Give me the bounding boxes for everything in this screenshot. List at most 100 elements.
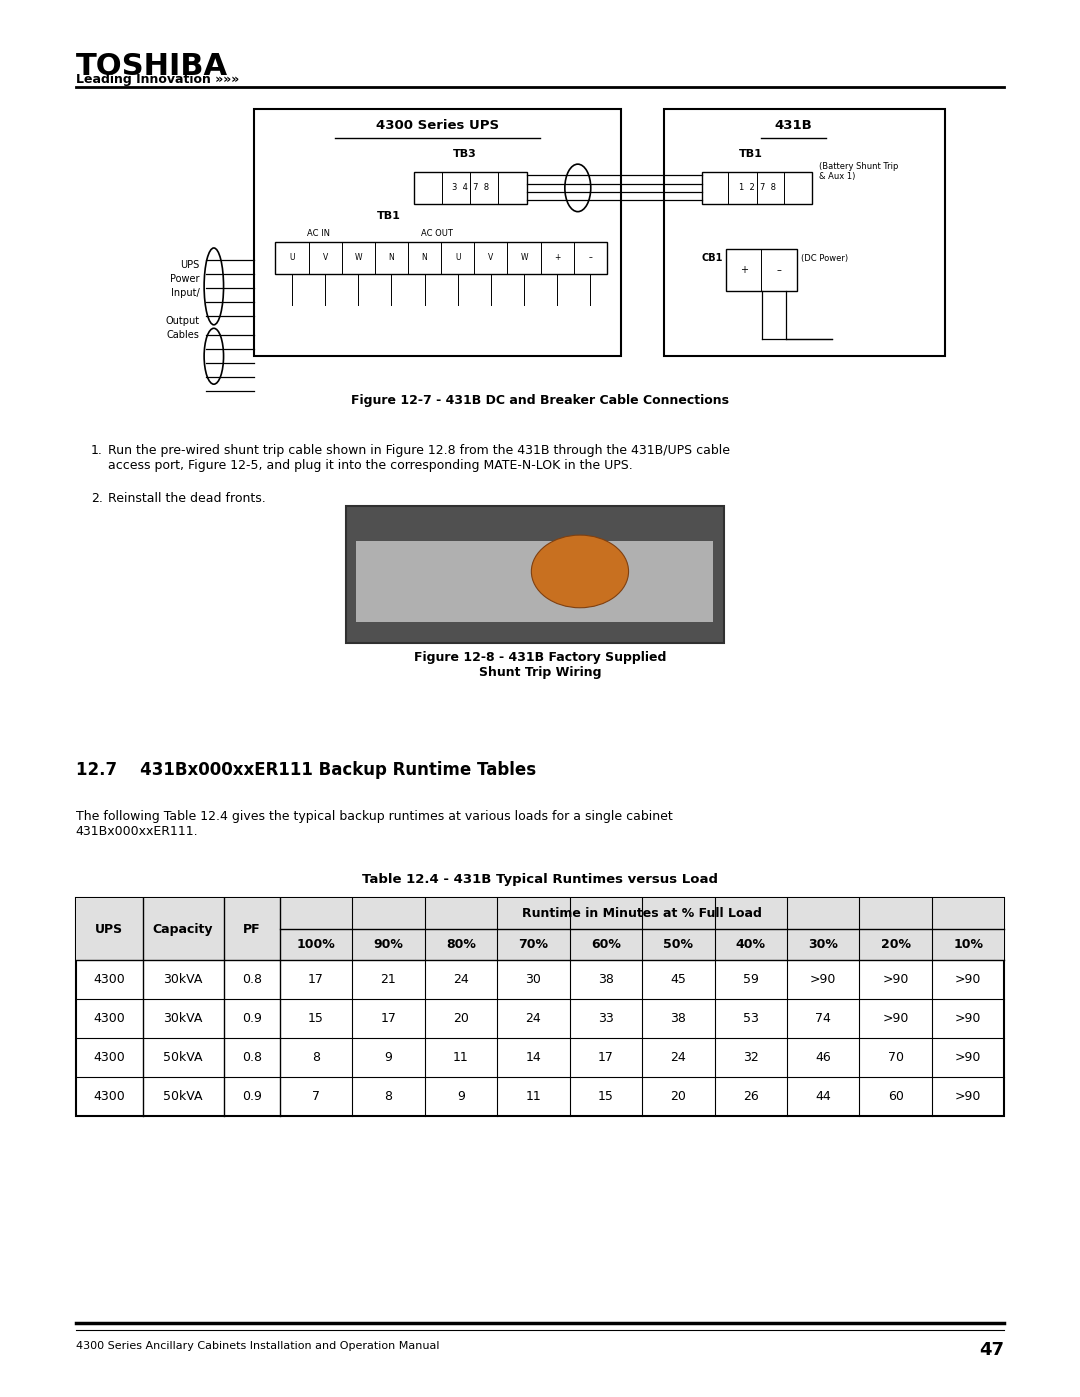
Text: (DC Power): (DC Power)	[801, 254, 849, 263]
Text: 3  4  7  8: 3 4 7 8	[451, 183, 489, 193]
Text: Input/: Input/	[171, 288, 200, 298]
Text: 30%: 30%	[808, 937, 838, 951]
Text: Power: Power	[171, 274, 200, 284]
Text: 33: 33	[598, 1011, 613, 1025]
Text: 431B: 431B	[775, 119, 812, 131]
Text: 100%: 100%	[297, 937, 335, 951]
Text: 38: 38	[598, 972, 613, 986]
Text: 20: 20	[453, 1011, 469, 1025]
Text: 50%: 50%	[663, 937, 693, 951]
Text: 46: 46	[815, 1051, 832, 1065]
Text: 24: 24	[671, 1051, 686, 1065]
Text: 26: 26	[743, 1090, 758, 1104]
Text: Runtime in Minutes at % Full Load: Runtime in Minutes at % Full Load	[522, 907, 762, 921]
Text: 74: 74	[815, 1011, 832, 1025]
Text: 59: 59	[743, 972, 758, 986]
Bar	[76, 898, 1004, 1116]
Text: 7: 7	[312, 1090, 320, 1104]
Text: Reinstall the dead fronts.: Reinstall the dead fronts.	[108, 492, 266, 504]
Text: 21: 21	[380, 972, 396, 986]
Text: V: V	[323, 253, 327, 263]
Text: Cables: Cables	[167, 330, 200, 339]
Text: Leading Innovation »»»: Leading Innovation »»»	[76, 73, 239, 85]
Text: 20%: 20%	[880, 937, 910, 951]
Text: 20: 20	[671, 1090, 686, 1104]
Text: 2.: 2.	[91, 492, 103, 504]
Text: The following Table 12.4 gives the typical backup runtimes at various loads for : The following Table 12.4 gives the typic…	[76, 810, 673, 838]
Text: (Battery Shunt Trip
& Aux 1): (Battery Shunt Trip & Aux 1)	[819, 162, 897, 182]
Text: 11: 11	[526, 1090, 541, 1104]
Text: W: W	[354, 253, 362, 263]
Text: 1.: 1.	[91, 444, 103, 457]
Text: 4300: 4300	[93, 1090, 125, 1104]
Text: 15: 15	[308, 1011, 324, 1025]
Text: 0.8: 0.8	[242, 1051, 261, 1065]
Bar	[356, 541, 713, 622]
Text: 4300 Series Ancillary Cabinets Installation and Operation Manual: 4300 Series Ancillary Cabinets Installat…	[76, 1341, 440, 1351]
Text: CB1: CB1	[701, 253, 723, 264]
Text: 17: 17	[598, 1051, 613, 1065]
Text: 70%: 70%	[518, 937, 549, 951]
Text: 0.9: 0.9	[242, 1090, 261, 1104]
Text: 1  2  7  8: 1 2 7 8	[739, 183, 775, 193]
Text: 8: 8	[312, 1051, 320, 1065]
Bar	[76, 898, 1004, 960]
Text: TB1: TB1	[377, 211, 401, 221]
Text: UPS: UPS	[95, 922, 123, 936]
Text: 4300 Series UPS: 4300 Series UPS	[376, 119, 499, 131]
Text: 14: 14	[526, 1051, 541, 1065]
Text: 30: 30	[526, 972, 541, 986]
Text: Figure 12-7 - 431B DC and Breaker Cable Connections: Figure 12-7 - 431B DC and Breaker Cable …	[351, 394, 729, 407]
Text: Capacity: Capacity	[152, 922, 214, 936]
Text: 24: 24	[526, 1011, 541, 1025]
Text: 9: 9	[457, 1090, 464, 1104]
Text: >90: >90	[955, 972, 982, 986]
Text: N: N	[421, 253, 428, 263]
Bar	[726, 249, 797, 291]
Text: 10%: 10%	[954, 937, 983, 951]
Text: U: U	[455, 253, 460, 263]
Text: 24: 24	[453, 972, 469, 986]
Text: 17: 17	[308, 972, 324, 986]
Text: 0.8: 0.8	[242, 972, 261, 986]
Text: TB1: TB1	[739, 149, 762, 159]
Text: >90: >90	[955, 1011, 982, 1025]
Text: +: +	[740, 264, 747, 275]
Bar	[275, 242, 607, 274]
Text: Table 12.4 - 431B Typical Runtimes versus Load: Table 12.4 - 431B Typical Runtimes versu…	[362, 873, 718, 886]
Bar	[414, 172, 527, 204]
Bar	[664, 109, 945, 356]
Text: +: +	[554, 253, 561, 263]
Text: 11: 11	[453, 1051, 469, 1065]
Text: 40%: 40%	[735, 937, 766, 951]
Text: 53: 53	[743, 1011, 758, 1025]
Text: 60: 60	[888, 1090, 904, 1104]
Text: 50kVA: 50kVA	[163, 1051, 203, 1065]
Text: 90%: 90%	[374, 937, 403, 951]
Text: 30kVA: 30kVA	[163, 972, 203, 986]
Text: 45: 45	[671, 972, 686, 986]
Text: 8: 8	[384, 1090, 392, 1104]
Text: 70: 70	[888, 1051, 904, 1065]
Text: >90: >90	[955, 1090, 982, 1104]
Text: >90: >90	[882, 972, 909, 986]
Text: Figure 12-8 - 431B Factory Supplied
Shunt Trip Wiring: Figure 12-8 - 431B Factory Supplied Shun…	[414, 651, 666, 679]
Text: 60%: 60%	[591, 937, 621, 951]
Text: 12.7    431Bx000xxER111 Backup Runtime Tables: 12.7 431Bx000xxER111 Backup Runtime Tabl…	[76, 761, 536, 780]
Text: 50kVA: 50kVA	[163, 1090, 203, 1104]
Text: N: N	[389, 253, 394, 263]
Text: UPS: UPS	[180, 260, 200, 270]
Text: U: U	[289, 253, 295, 263]
Text: AC IN: AC IN	[307, 229, 330, 237]
Text: >90: >90	[955, 1051, 982, 1065]
Text: 15: 15	[598, 1090, 613, 1104]
Ellipse shape	[531, 535, 629, 608]
Text: 17: 17	[380, 1011, 396, 1025]
Text: 4300: 4300	[93, 972, 125, 986]
Text: 80%: 80%	[446, 937, 476, 951]
Text: 9: 9	[384, 1051, 392, 1065]
Text: AC OUT: AC OUT	[421, 229, 454, 237]
Text: >90: >90	[810, 972, 836, 986]
Bar	[254, 109, 621, 356]
Text: 32: 32	[743, 1051, 758, 1065]
